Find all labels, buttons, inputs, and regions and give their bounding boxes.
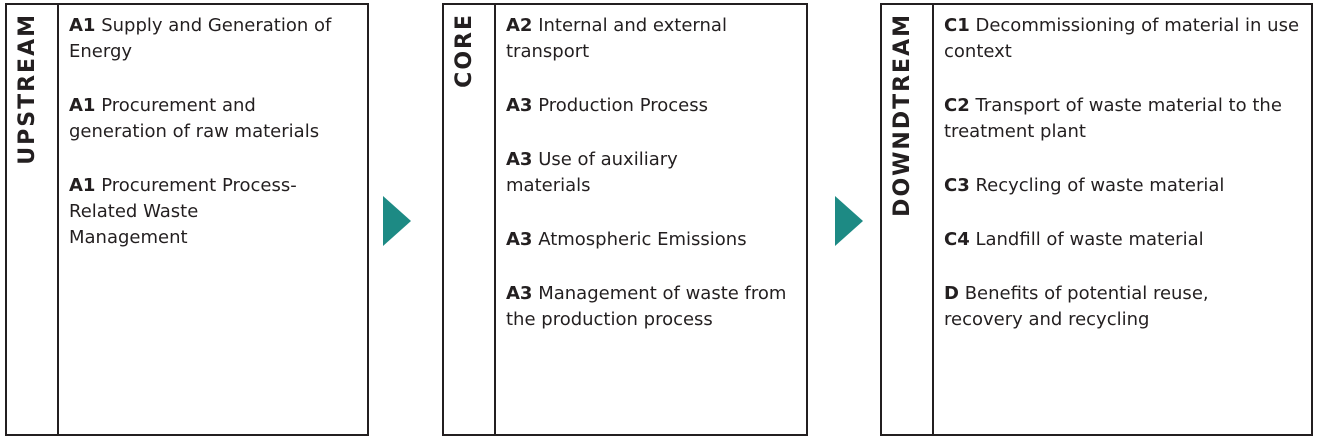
- item-code: A3: [506, 229, 533, 250]
- stage-box: CORE A2 Internal and external transport …: [442, 3, 808, 436]
- item: A3 Management of waste from the producti…: [506, 281, 796, 333]
- item: A3 Production Process: [506, 93, 796, 119]
- item-list: A1 Supply and Generation of Energy A1 Pr…: [59, 5, 367, 434]
- item-text: Procurement Process-Related Waste Manage…: [69, 175, 297, 248]
- item-list: C1 Decommissioning of material in use co…: [934, 5, 1311, 434]
- item: A3 Use of auxiliary materials: [506, 147, 726, 199]
- item-code: C3: [944, 175, 970, 196]
- item-text: Procurement and generation of raw materi…: [69, 95, 320, 142]
- item-code: C1: [944, 15, 970, 36]
- item-text: Production Process: [538, 95, 708, 116]
- item-code: A1: [69, 15, 96, 36]
- item-code: A3: [506, 149, 533, 170]
- item-code: A2: [506, 15, 533, 36]
- item-text: Internal and external transport: [506, 15, 727, 62]
- item-code: A3: [506, 283, 533, 304]
- arrow: [383, 196, 411, 246]
- item-text: Transport of waste material to the treat…: [944, 95, 1282, 142]
- item-text: Atmospheric Emissions: [538, 229, 747, 250]
- stage-box: UPSTREAM A1 Supply and Generation of Ene…: [5, 3, 369, 436]
- stage-label: CORE: [444, 5, 496, 434]
- item-text: Benefits of potential reuse, recovery an…: [944, 283, 1209, 330]
- item-code: C4: [944, 229, 970, 250]
- item: A3 Atmospheric Emissions: [506, 227, 796, 253]
- item: A1 Supply and Generation of Energy: [69, 13, 357, 65]
- item-text: Decommissioning of material in use conte…: [944, 15, 1300, 62]
- item-list: A2 Internal and external transport A3 Pr…: [496, 5, 806, 434]
- stage-title: UPSTREAM: [15, 13, 40, 165]
- item: C4 Landfill of waste material: [944, 227, 1301, 253]
- item-text: Supply and Generation of Energy: [69, 15, 332, 62]
- stage-box: DOWNDTREAM C1 Decommissioning of materia…: [880, 3, 1313, 436]
- item: A1 Procurement and generation of raw mat…: [69, 93, 357, 145]
- item-code: A1: [69, 95, 96, 116]
- item-text: Landfill of waste material: [975, 229, 1204, 250]
- item: D Benefits of potential reuse, recovery …: [944, 281, 1264, 333]
- stage-title: CORE: [452, 13, 477, 88]
- item: C2 Transport of waste material to the tr…: [944, 93, 1301, 145]
- item-text: Management of waste from the production …: [506, 283, 787, 330]
- arrow: [835, 196, 863, 246]
- item-text: Recycling of waste material: [975, 175, 1225, 196]
- stage-label: DOWNDTREAM: [882, 5, 934, 434]
- item-code: D: [944, 283, 959, 304]
- item: C1 Decommissioning of material in use co…: [944, 13, 1301, 65]
- item-code: A1: [69, 175, 96, 196]
- item-code: C2: [944, 95, 970, 116]
- item-code: A3: [506, 95, 533, 116]
- item: A1 Procurement Process-Related Waste Man…: [69, 173, 319, 251]
- stage-label: UPSTREAM: [7, 5, 59, 434]
- item-text: Use of auxiliary materials: [506, 149, 678, 196]
- item: A2 Internal and external transport: [506, 13, 766, 65]
- item: C3 Recycling of waste material: [944, 173, 1301, 199]
- stage-title: DOWNDTREAM: [890, 13, 915, 217]
